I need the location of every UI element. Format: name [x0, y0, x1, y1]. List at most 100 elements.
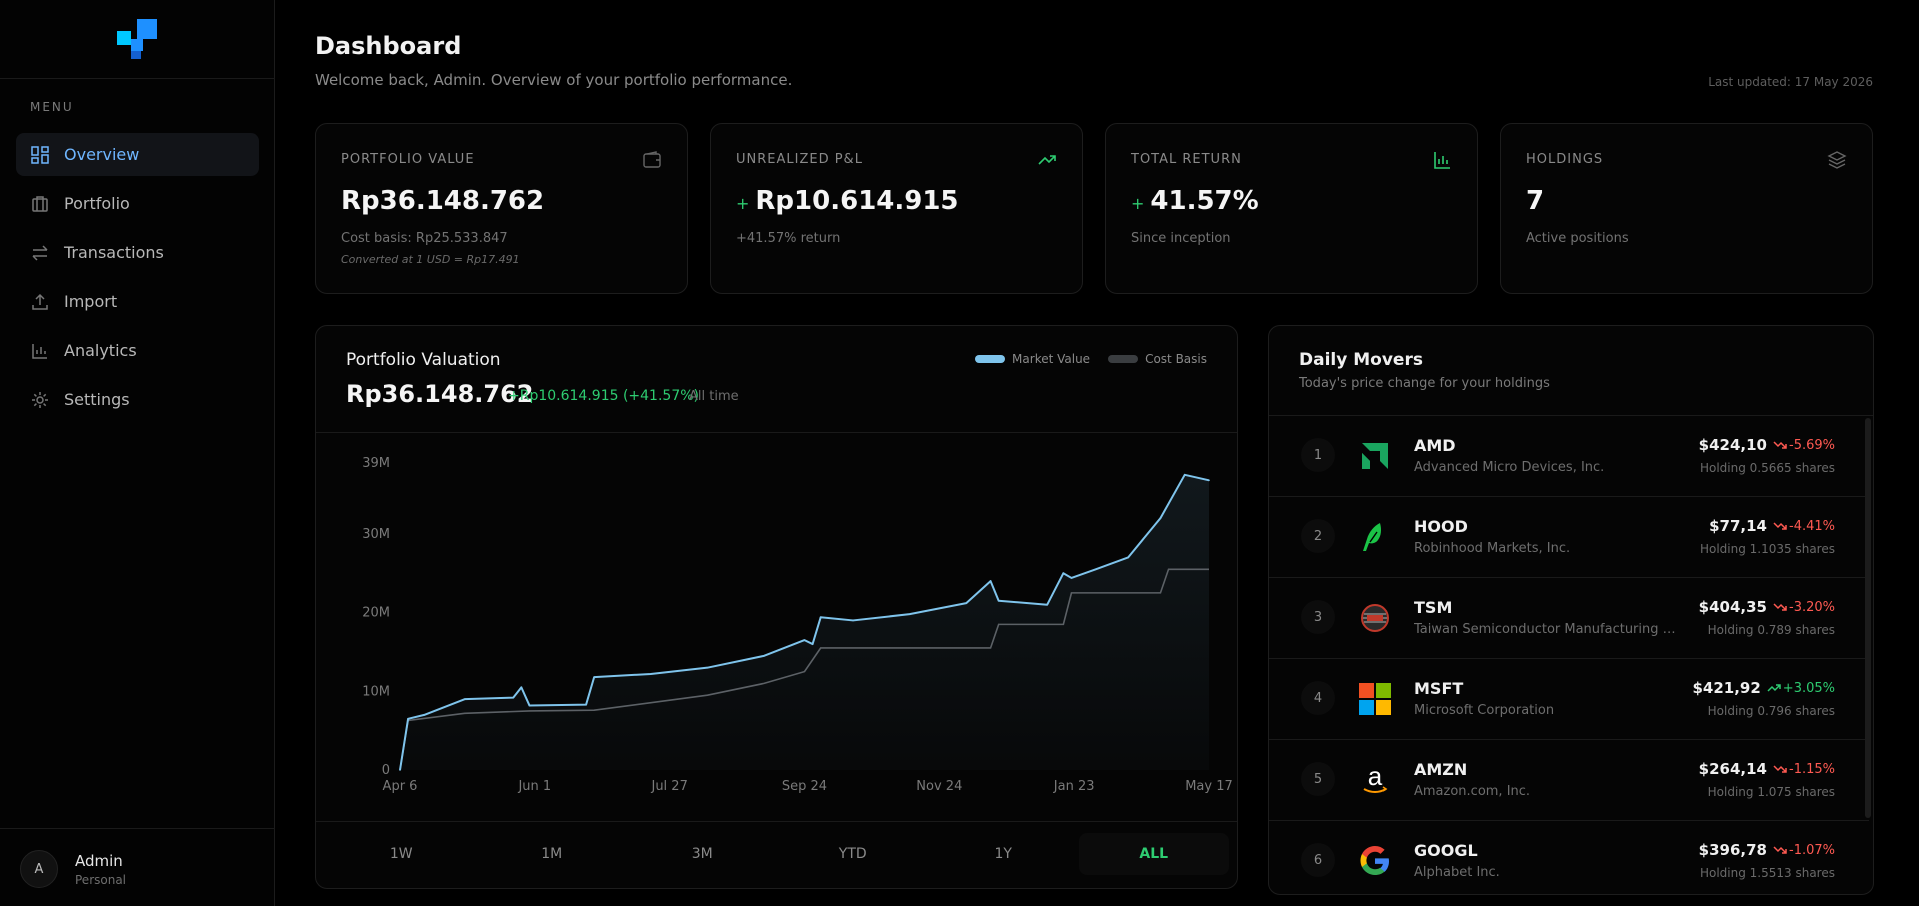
rank-badge: 6	[1301, 843, 1335, 877]
market-value-point	[463, 698, 466, 700]
holding: Holding 1.1035 shares	[1699, 542, 1835, 556]
avatar[interactable]: A	[20, 850, 58, 888]
change: -4.41%	[1773, 519, 1835, 534]
app-logo[interactable]	[117, 19, 157, 59]
market-value-area	[400, 474, 1209, 770]
dashboard-icon	[30, 145, 50, 165]
briefcase-icon	[30, 194, 50, 214]
trending-up-icon	[1767, 684, 1781, 692]
sidebar-item-portfolio[interactable]: Portfolio	[16, 182, 259, 225]
holding: Holding 0.796 shares	[1707, 704, 1835, 718]
google-logo	[1355, 841, 1395, 881]
list-item[interactable]: 1 AMD Advanced Micro Devices, Inc. $424,…	[1269, 416, 1869, 497]
range-1y-button[interactable]: 1Y	[994, 846, 1012, 862]
price: $421,92	[1692, 679, 1761, 697]
sidebar-item-analytics[interactable]: Analytics	[16, 329, 259, 372]
divider	[316, 821, 1237, 822]
change-value: -1.07%	[1789, 842, 1835, 858]
microsoft-logo	[1355, 679, 1395, 719]
menu-label: MENU	[30, 100, 74, 114]
sidebar-item-overview[interactable]: Overview	[16, 133, 259, 176]
x-tick-label: Jan 23	[1053, 779, 1095, 794]
page-title: Dashboard	[315, 32, 462, 60]
bar-chart-icon	[30, 341, 50, 361]
y-tick-label: 0	[382, 763, 390, 778]
price-line: $77,14 -4.41%	[1709, 517, 1835, 535]
change: +3.05%	[1767, 681, 1835, 696]
card-value-text: 41.57%	[1150, 186, 1259, 216]
market-value-point	[1094, 568, 1097, 571]
change: -1.15%	[1773, 762, 1835, 777]
card-value: Rp36.148.762	[341, 186, 545, 216]
amazon-logo: a	[1355, 760, 1395, 800]
market-value-point	[1046, 603, 1048, 606]
market-value-point	[819, 616, 822, 619]
layers-icon	[1827, 151, 1847, 169]
gear-icon	[30, 390, 50, 410]
change: -3.20%	[1773, 600, 1835, 615]
company-name: Taiwan Semiconductor Manufacturing C...	[1414, 622, 1679, 637]
panel-title: Daily Movers	[1299, 350, 1423, 370]
range-1m-button[interactable]: 1M	[541, 846, 563, 862]
range-1w-button[interactable]: 1W	[389, 846, 413, 862]
sidebar-item-label: Portfolio	[64, 194, 130, 213]
rank-badge: 5	[1301, 762, 1335, 796]
sidebar-item-transactions[interactable]: Transactions	[16, 231, 259, 274]
card-label: UNREALIZED P&L	[736, 152, 863, 167]
valuation-period: All time	[689, 389, 739, 404]
company-name: Alphabet Inc.	[1414, 865, 1500, 880]
legend-swatch	[975, 355, 1006, 363]
svg-text:a: a	[1368, 763, 1383, 791]
user-role: Personal	[75, 873, 127, 887]
list-item[interactable]: 3 TSM Taiwan Semiconductor Manufacturing…	[1269, 578, 1869, 659]
legend-swatch	[1108, 355, 1139, 363]
range-selector: 1W 1M 3M YTD 1Y ALL	[326, 833, 1229, 875]
y-tick-label: 20M	[362, 606, 390, 621]
sidebar-item-label: Transactions	[64, 243, 164, 262]
list-item[interactable]: 4 MSFT Microsoft Corporation $421,92 +3.…	[1269, 659, 1869, 740]
range-3m-button[interactable]: 3M	[691, 846, 713, 862]
sidebar-item-settings[interactable]: Settings	[16, 378, 259, 421]
swap-icon	[30, 243, 50, 263]
card-value: + Rp10.614.915	[736, 186, 959, 216]
trending-down-icon	[1773, 522, 1787, 530]
list-item[interactable]: 5 a AMZN Amazon.com, Inc. $264,14 -1.15%…	[1269, 740, 1869, 821]
range-all-button[interactable]: ALL	[1078, 833, 1229, 875]
chart-legend: Market Value Cost Basis	[975, 352, 1207, 366]
range-ytd-button[interactable]: YTD	[838, 846, 867, 862]
change-value: -4.41%	[1789, 518, 1835, 534]
list-item[interactable]: 2 HOOD Robinhood Markets, Inc. $77,14 -4…	[1269, 497, 1869, 578]
list-item[interactable]: 6 GOOGL Alphabet Inc. $396,78 -1.07% Hol…	[1269, 821, 1869, 894]
holding: Holding 0.5665 shares	[1699, 461, 1835, 475]
scrollbar[interactable]	[1865, 418, 1871, 818]
change-value: +3.05%	[1782, 680, 1835, 696]
price: $424,10	[1698, 436, 1767, 454]
card-label: PORTFOLIO VALUE	[341, 152, 475, 167]
sidebar-nav: Overview Portfolio Transactions Import A…	[16, 133, 259, 427]
sidebar-item-import[interactable]: Import	[16, 280, 259, 323]
last-updated: Last updated: 17 May 2026	[1708, 75, 1873, 89]
change-value: -1.15%	[1789, 761, 1835, 777]
holding: Holding 0.789 shares	[1707, 623, 1835, 637]
sidebar-item-label: Overview	[64, 145, 140, 164]
y-tick-label: 39M	[362, 456, 390, 471]
user-name[interactable]: Admin	[75, 852, 123, 870]
market-value-point	[407, 718, 409, 720]
market-value-point	[811, 643, 814, 645]
plus-sign: +	[1131, 194, 1145, 213]
market-value-point	[1208, 479, 1210, 482]
trending-down-icon	[1773, 603, 1787, 611]
divider	[0, 828, 275, 829]
market-value-point	[1183, 474, 1186, 476]
legend-cost-basis[interactable]: Cost Basis	[1108, 352, 1207, 366]
price: $396,78	[1698, 841, 1767, 859]
y-tick-label: 10M	[362, 684, 390, 699]
legend-market-value[interactable]: Market Value	[975, 352, 1090, 366]
market-value-point	[423, 714, 426, 716]
upload-icon	[30, 292, 50, 312]
holdings-card: HOLDINGS 7 Active positions	[1500, 123, 1873, 294]
trending-down-icon	[1773, 441, 1787, 449]
valuation-chart[interactable]: 0 10M 20M 30M 39M Apr 6 Jun 1 Jul 27 Sep 24 Nov 2…	[316, 433, 1237, 821]
sidebar-item-label: Analytics	[64, 341, 137, 360]
market-value-point	[989, 580, 992, 582]
